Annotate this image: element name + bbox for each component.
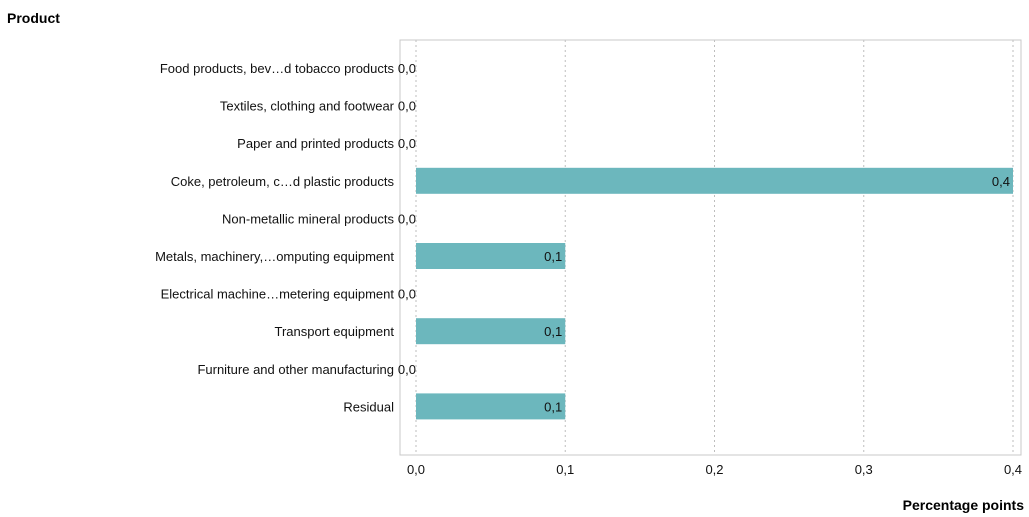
x-tick-label: 0,2	[705, 462, 723, 477]
category-label: Transport equipment	[275, 324, 395, 339]
data-label: 0,1	[544, 399, 562, 414]
category-label: Residual	[343, 399, 394, 414]
data-label: 0,0	[398, 61, 416, 76]
category-label: Paper and printed products	[237, 136, 394, 151]
data-label: 0,1	[544, 249, 562, 264]
category-label: Non-metallic mineral products	[222, 211, 394, 226]
bar	[416, 318, 565, 344]
bars: 0,0 0,0 0,0 0,4 0,0 0,1 0,0 0,1 0,0 0,1	[398, 61, 1013, 419]
x-tick-label: 0,0	[407, 462, 425, 477]
bar	[416, 168, 1013, 194]
data-label: 0,0	[398, 362, 416, 377]
category-label: Coke, petroleum, c…d plastic products	[171, 174, 395, 189]
x-tick-label: 0,1	[556, 462, 574, 477]
category-labels: Food products, bev…d tobacco products Tex…	[155, 61, 395, 414]
data-label: 0,4	[992, 174, 1010, 189]
bar	[416, 243, 565, 269]
x-tick-labels: 0,0 0,1 0,2 0,3 0,4	[407, 462, 1022, 477]
category-label: Metals, machinery,…omputing equipment	[155, 249, 394, 264]
bar	[416, 393, 565, 419]
data-label: 0,0	[398, 99, 416, 114]
category-label: Electrical machine…metering equipment	[161, 287, 395, 302]
data-label: 0,0	[398, 136, 416, 151]
data-label: 0,0	[398, 211, 416, 226]
category-label: Food products, bev…d tobacco products	[160, 61, 395, 76]
x-tick-label: 0,4	[1004, 462, 1022, 477]
data-label: 0,0	[398, 287, 416, 302]
data-label: 0,1	[544, 324, 562, 339]
x-axis-title: Percentage points	[903, 497, 1025, 513]
category-label: Textiles, clothing and footwear	[220, 99, 395, 114]
category-label: Furniture and other manufacturing	[197, 362, 394, 377]
y-axis-title: Product	[7, 10, 60, 26]
x-tick-label: 0,3	[855, 462, 873, 477]
